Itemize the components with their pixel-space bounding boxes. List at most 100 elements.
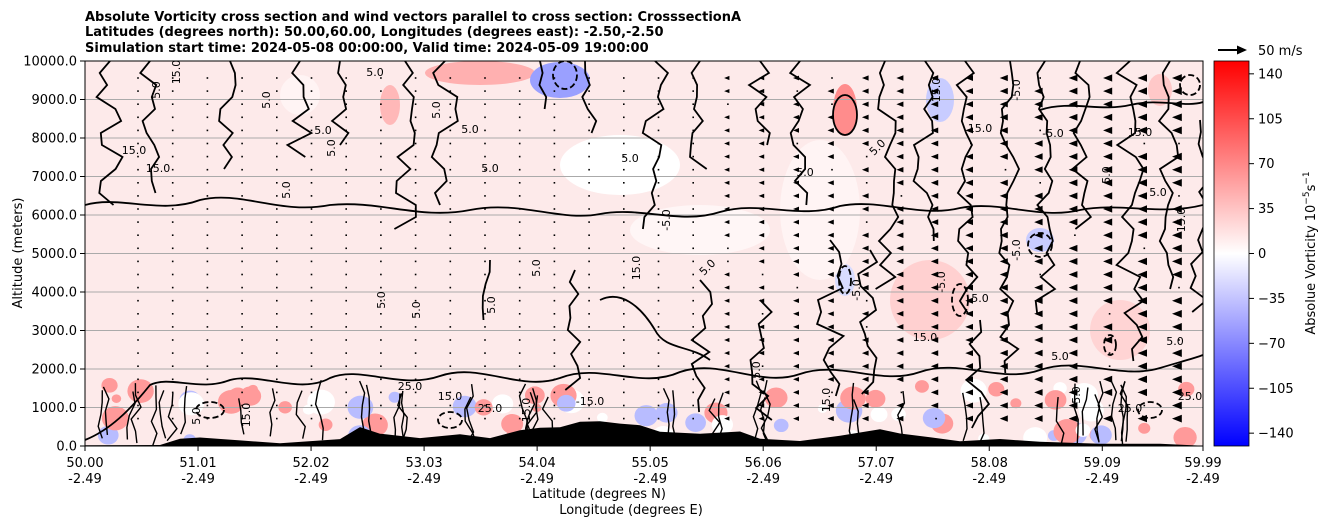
- wind-vector-dot: [588, 247, 590, 250]
- contour-line: [857, 249, 879, 395]
- wind-vector-dot: [657, 247, 660, 250]
- wind-vector-dot: [553, 77, 556, 79]
- wind-vector-dot: [380, 313, 382, 315]
- wind-vector-dot: [380, 247, 382, 250]
- wind-vector-dot: [345, 352, 347, 354]
- wind-vector-arrow: [827, 337, 834, 343]
- wind-vector-dot: [310, 286, 313, 289]
- wind-vector-arrow: [1172, 74, 1182, 82]
- wind-vector-dot: [310, 313, 313, 315]
- wind-vector-arrow: [896, 415, 904, 422]
- wind-vector-arrow: [724, 311, 730, 316]
- wind-vector-dot: [865, 221, 868, 223]
- wind-vector-arrow: [965, 127, 974, 134]
- wind-vector-arrow: [861, 311, 869, 317]
- wind-vector-arrow: [1103, 74, 1113, 82]
- wind-vector-arrow: [1172, 218, 1182, 226]
- y-tick-label: 10000.0: [23, 55, 77, 70]
- x-tick-label-lon: -2.49: [746, 472, 780, 487]
- wind-vector-dot: [484, 299, 486, 302]
- wind-vector-dot: [414, 299, 417, 302]
- wind-vector-dot: [518, 365, 521, 367]
- wind-vector-arrow: [930, 258, 939, 265]
- wind-vector-arrow: [930, 166, 939, 173]
- wind-vector-arrow: [999, 349, 1008, 357]
- wind-vector-arrow: [965, 153, 974, 160]
- wind-vector-dot: [137, 90, 139, 92]
- wind-vector-arrow: [724, 128, 730, 133]
- wind-vector-arrow: [1068, 310, 1078, 318]
- wind-vector-arrow: [1172, 178, 1182, 187]
- wind-vector-dot: [657, 286, 660, 289]
- wind-vector-dot: [414, 391, 417, 394]
- wind-vector-dot: [345, 221, 347, 223]
- wind-vector-dot: [692, 339, 694, 341]
- wind-vector-arrow: [1068, 336, 1078, 344]
- wind-vector-dot: [310, 352, 313, 354]
- contour-value-label: -5.0: [1042, 127, 1063, 140]
- contour-line: [998, 61, 1020, 374]
- wind-vector-dot: [484, 404, 486, 407]
- wind-vector-arrow: [758, 154, 765, 159]
- colorbar-tick-label: 105: [1258, 112, 1283, 127]
- wind-vector-arrow: [1103, 244, 1113, 252]
- wind-vector-dot: [310, 221, 313, 223]
- quiver-key: 50 m/s: [1218, 44, 1303, 59]
- contour-line: [1094, 394, 1101, 443]
- wind-vector-arrow: [758, 390, 765, 395]
- wind-vector-arrow: [861, 258, 869, 265]
- wind-vector-arrow: [724, 390, 730, 395]
- wind-vector-dot: [449, 299, 452, 302]
- vorticity-patch: [560, 135, 680, 195]
- contour-line: [1055, 396, 1065, 446]
- wind-vector-dot: [380, 208, 382, 210]
- wind-vector-dot: [692, 391, 694, 394]
- wind-vector-dot: [727, 103, 729, 105]
- wind-vector-dot: [276, 129, 278, 132]
- contour-line: [95, 61, 124, 206]
- wind-vector-arrow: [758, 180, 765, 186]
- wind-vector-arrow: [896, 153, 904, 160]
- wind-vector-dot: [241, 195, 243, 197]
- wind-vector-dot: [137, 221, 139, 223]
- vorticity-patch: [1178, 381, 1195, 397]
- y-tick-label: 5000.0: [32, 247, 78, 262]
- wind-vector-dot: [171, 365, 174, 367]
- wind-vector-dot: [484, 103, 486, 105]
- wind-vector-dot: [449, 142, 452, 145]
- wind-vector-dot: [137, 77, 139, 79]
- wind-vector-dot: [310, 404, 313, 407]
- wind-vector-dot: [623, 404, 625, 407]
- y-axis-label: Altitude (meters): [11, 198, 26, 309]
- wind-vector-arrow: [1068, 297, 1078, 305]
- wind-vector-dot: [1143, 404, 1146, 407]
- y-tick-label: 2000.0: [32, 363, 78, 378]
- wind-vector-arrow: [861, 245, 869, 251]
- wind-vector-dot: [449, 378, 452, 381]
- contour-line: [752, 380, 762, 441]
- wind-vector-dot: [831, 77, 833, 79]
- wind-vector-arrow: [1103, 87, 1113, 95]
- wind-vector-dot: [935, 417, 937, 420]
- wind-vector-arrow: [861, 75, 869, 81]
- contour-line: [852, 399, 860, 436]
- colorbar-tick-label: 70: [1258, 157, 1275, 172]
- wind-vector-dot: [761, 313, 764, 315]
- contour-line: [158, 390, 167, 439]
- wind-vector-arrow: [896, 140, 904, 147]
- wind-vector-arrow: [793, 219, 800, 225]
- wind-vector-dot: [276, 103, 278, 105]
- wind-vector-dot: [553, 260, 556, 263]
- wind-vector-dot: [518, 286, 521, 289]
- wind-vector-dot: [171, 77, 174, 79]
- wind-vector-arrow: [1068, 284, 1078, 292]
- contour-line: [538, 61, 548, 110]
- wind-vector-dot: [206, 339, 209, 341]
- wind-vector-dot: [380, 378, 382, 381]
- contour-value-label: 5.0: [621, 152, 639, 165]
- wind-vector-dot: [137, 391, 139, 394]
- wind-vector-arrow: [965, 336, 974, 344]
- wind-vector-arrow: [1068, 349, 1078, 357]
- wind-vector-arrow: [1137, 375, 1147, 384]
- wind-vector-dot: [276, 195, 278, 197]
